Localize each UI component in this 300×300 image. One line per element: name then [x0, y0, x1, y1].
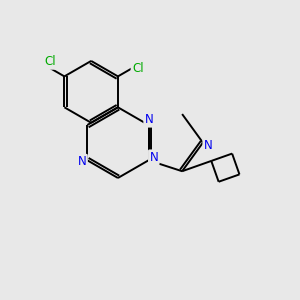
- Text: N: N: [145, 113, 154, 126]
- Text: Cl: Cl: [44, 55, 56, 68]
- Text: Cl: Cl: [132, 62, 144, 75]
- Text: N: N: [78, 155, 86, 168]
- Text: N: N: [149, 151, 158, 164]
- Text: N: N: [204, 139, 213, 152]
